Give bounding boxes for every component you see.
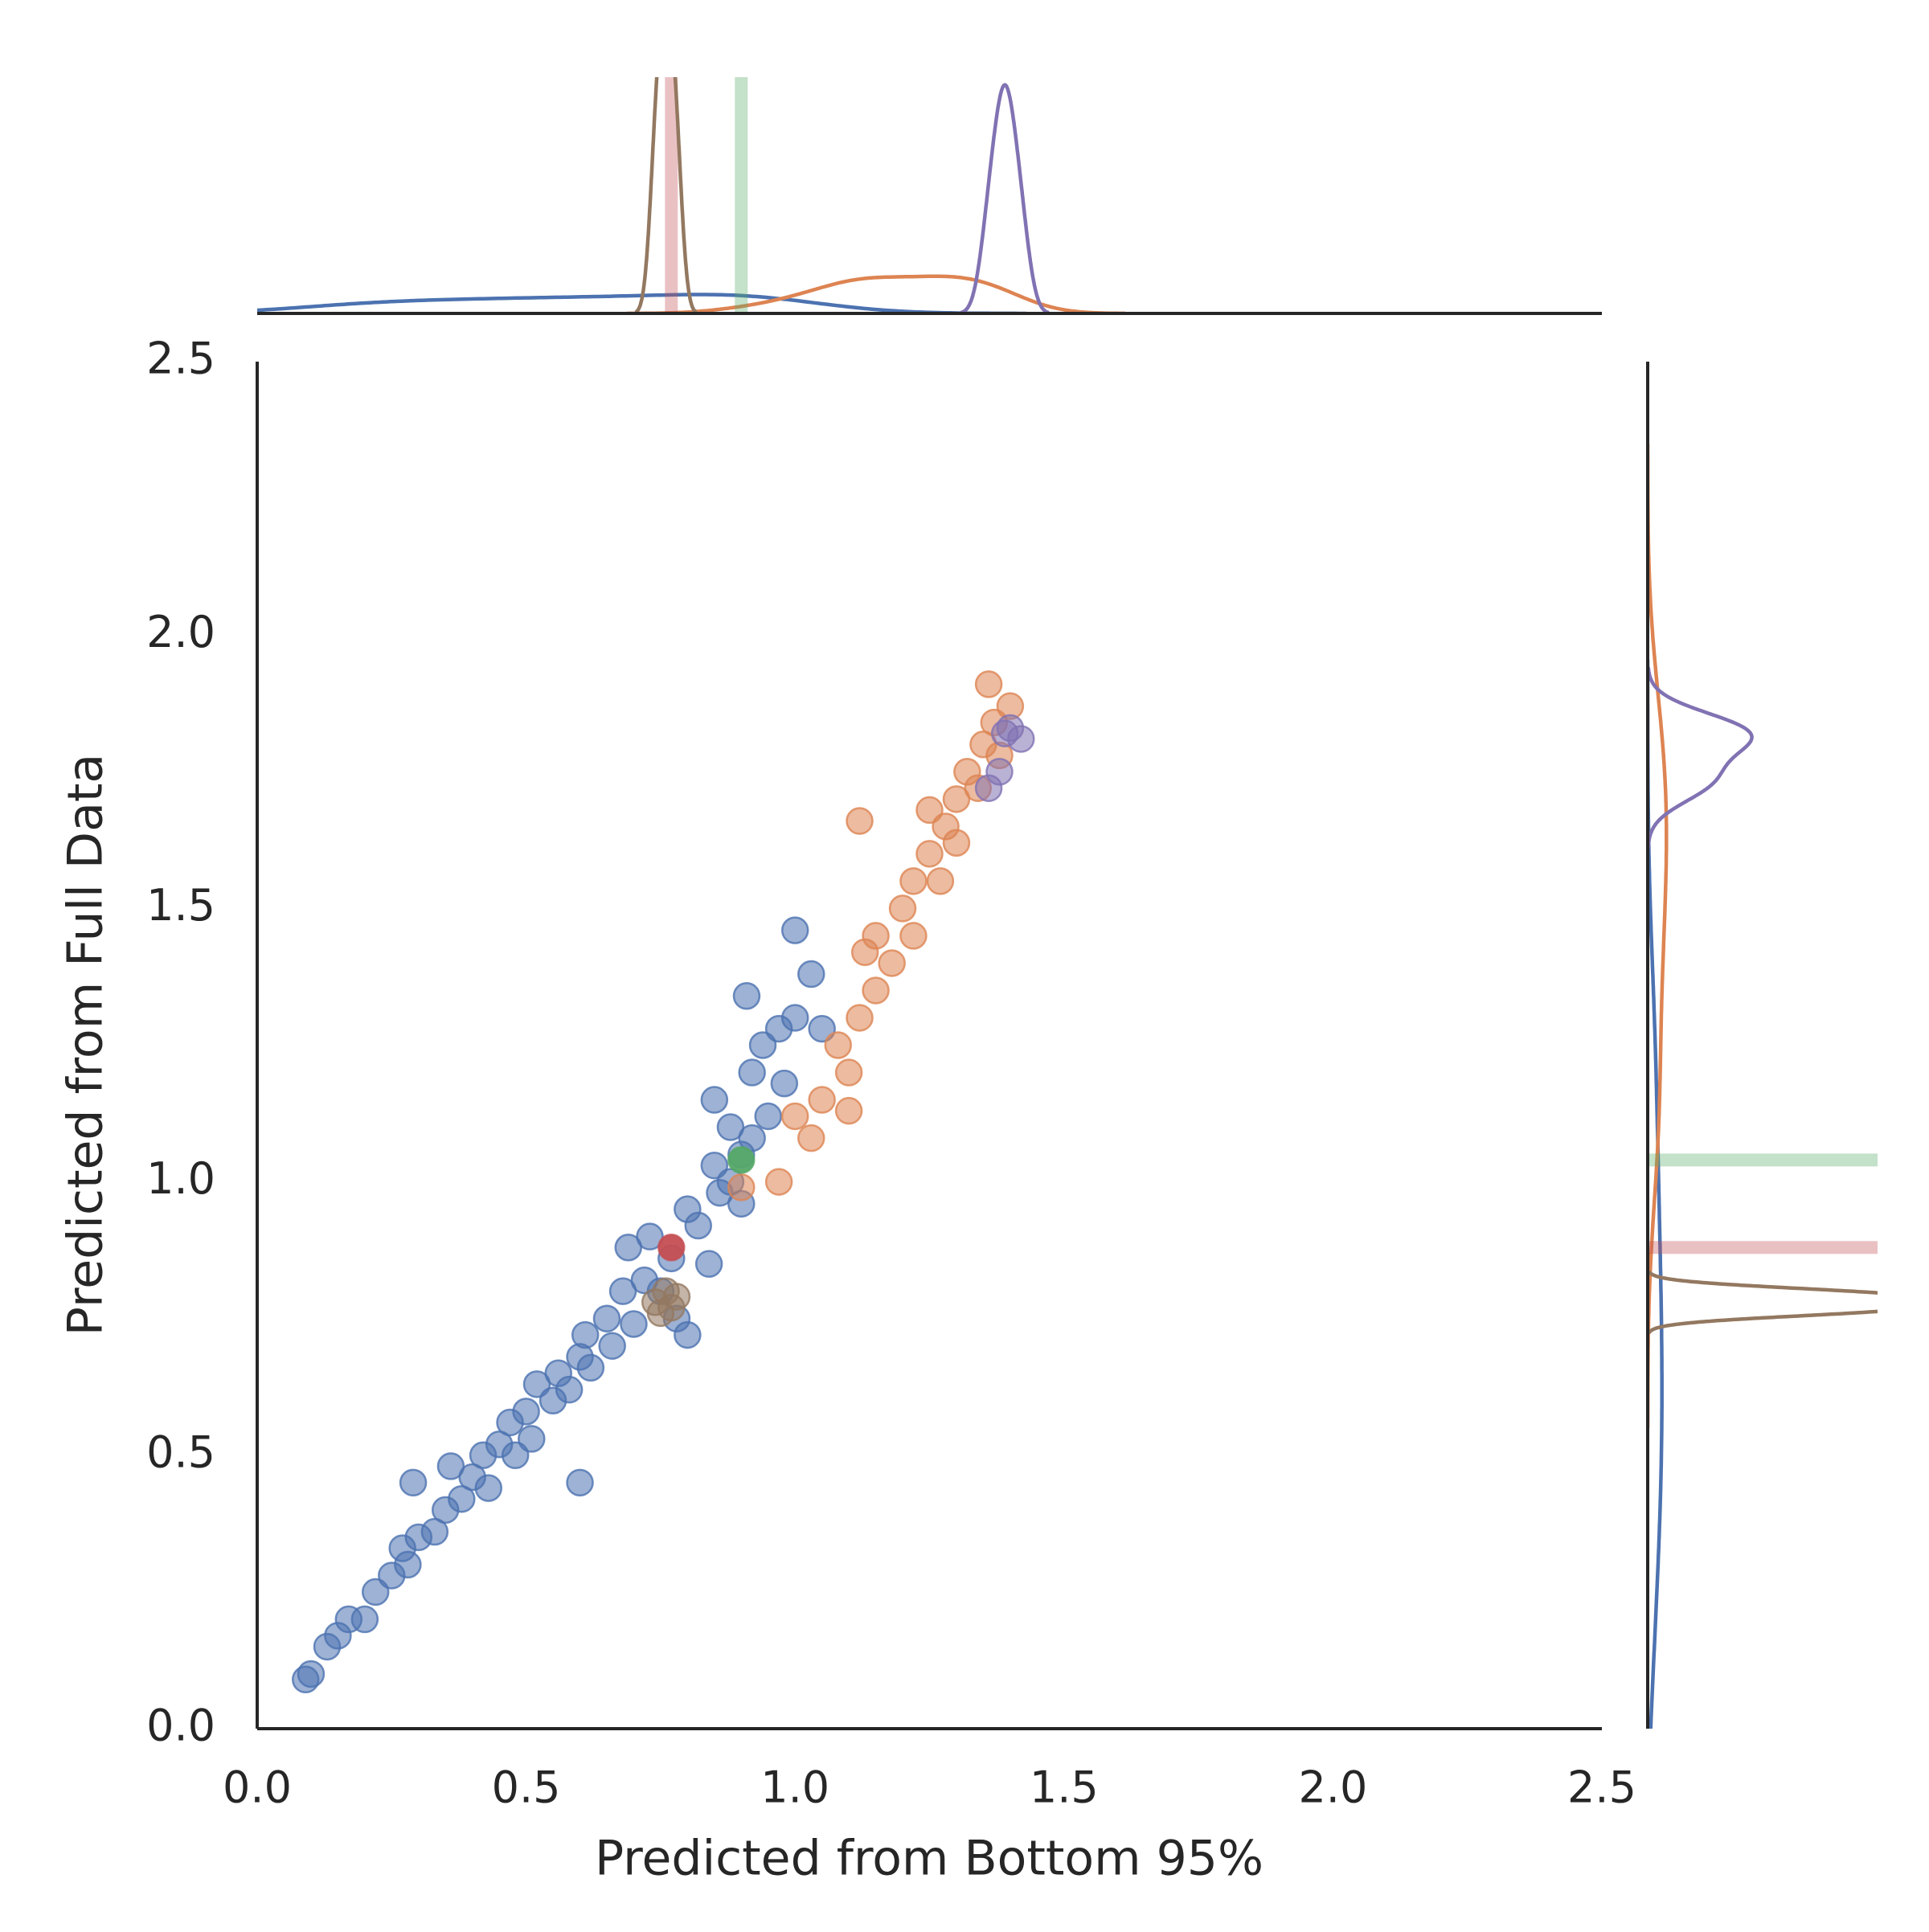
x-tick-label: 2.5 xyxy=(1567,1762,1636,1813)
x-tick-label: 1.5 xyxy=(1030,1762,1099,1813)
scatter-point xyxy=(696,1251,722,1277)
scatter-point xyxy=(766,1169,792,1195)
scatter-point xyxy=(572,1322,598,1348)
scatter-point xyxy=(879,950,905,976)
scatter-point xyxy=(976,776,1001,801)
scatter-point xyxy=(352,1607,378,1632)
scatter-point xyxy=(798,961,824,987)
top-marginal xyxy=(101,9,1125,313)
scatter-point xyxy=(782,918,808,943)
scatter-point xyxy=(686,1213,711,1238)
scatter-point xyxy=(514,1398,539,1424)
scatter-point xyxy=(928,868,953,894)
x-tick-label: 1.0 xyxy=(760,1762,829,1813)
scatter-point xyxy=(298,1661,324,1687)
scatter-point xyxy=(594,1306,620,1332)
scatter-point xyxy=(658,1295,684,1320)
y-tick-label: 2.5 xyxy=(146,334,215,384)
y-tick-label: 2.0 xyxy=(146,607,215,657)
scatter-point xyxy=(728,1147,754,1173)
scatter-point xyxy=(890,895,915,921)
x-axis-label: Predicted from Bottom 95% xyxy=(595,1831,1263,1887)
scatter-point xyxy=(900,868,926,894)
scatter-point xyxy=(400,1470,426,1496)
scatter-point xyxy=(658,1234,684,1260)
marginal-kde xyxy=(1649,1271,1929,1333)
x-tick-label: 0.0 xyxy=(223,1762,292,1813)
scatter-point xyxy=(556,1377,582,1402)
scatter-point xyxy=(917,797,943,823)
x-tick-label: 2.0 xyxy=(1298,1762,1367,1813)
scatter-point xyxy=(620,1312,646,1337)
x-tick-label: 0.5 xyxy=(492,1762,561,1813)
scatter-point xyxy=(997,715,1023,741)
scatter-point xyxy=(739,1060,765,1086)
scatter-point xyxy=(674,1322,700,1348)
scatter-point xyxy=(976,671,1001,697)
scatter-point xyxy=(863,977,889,1003)
scatter-point xyxy=(600,1333,625,1359)
scatter-point xyxy=(863,923,889,948)
y-tick-label: 1.0 xyxy=(146,1153,215,1204)
scatter-point xyxy=(567,1470,593,1496)
scatter-point xyxy=(836,1060,862,1086)
scatter-point xyxy=(847,808,873,834)
scatter-point xyxy=(847,1005,873,1030)
scatter-point xyxy=(702,1087,727,1113)
scatter-point xyxy=(772,1070,797,1096)
y-tick-label: 0.5 xyxy=(146,1426,215,1477)
right-marginal xyxy=(1648,444,1929,1929)
marginal-kde xyxy=(101,295,1026,314)
scatter-point xyxy=(476,1476,502,1501)
y-tick-label: 0.0 xyxy=(146,1701,215,1751)
scatter-point xyxy=(782,1005,808,1030)
scatter-point xyxy=(944,830,969,856)
scatter-point xyxy=(836,1098,862,1124)
scatter-point xyxy=(798,1125,824,1151)
y-axis-label: Predicted from Full Data xyxy=(58,754,114,1336)
scatter-point xyxy=(734,983,760,1009)
scatter-point xyxy=(395,1552,420,1578)
scatter-point xyxy=(782,1103,808,1129)
scatter-point xyxy=(825,1033,851,1058)
scatter-point xyxy=(917,841,943,866)
scatter-point xyxy=(728,1174,754,1200)
scatter-point xyxy=(809,1087,835,1113)
y-tick-label: 1.5 xyxy=(146,880,215,931)
scatter-points xyxy=(293,671,1034,1692)
scatter-point xyxy=(756,1103,781,1129)
scatter-point xyxy=(900,923,926,948)
scatter-point xyxy=(578,1355,604,1381)
scatter-point xyxy=(518,1426,544,1451)
